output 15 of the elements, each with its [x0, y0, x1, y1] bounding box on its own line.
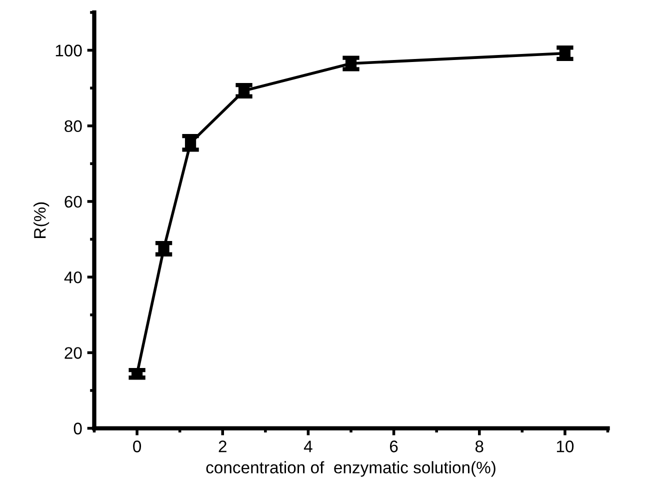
y-tick-label: 20	[64, 347, 82, 359]
x-tick-label: 6	[390, 440, 398, 452]
point	[184, 137, 196, 148]
x-tick-label: 10	[556, 440, 574, 452]
x-axis-title: concentration of enzymatic solution(%)	[206, 461, 496, 477]
y-tick-label: 40	[64, 271, 82, 284]
x-tick-label: 8	[475, 440, 484, 452]
y-tick-label: 80	[64, 120, 82, 132]
x-tick-label: 0	[133, 440, 142, 452]
y-tick-label: 100	[56, 44, 82, 56]
y-tick-label: 0	[74, 422, 82, 434]
x-tick-label: 4	[304, 440, 312, 452]
x-tick-label: 2	[218, 440, 226, 452]
y-tick-label: 60	[64, 196, 82, 208]
y-axis-title: R(%)	[34, 202, 50, 238]
